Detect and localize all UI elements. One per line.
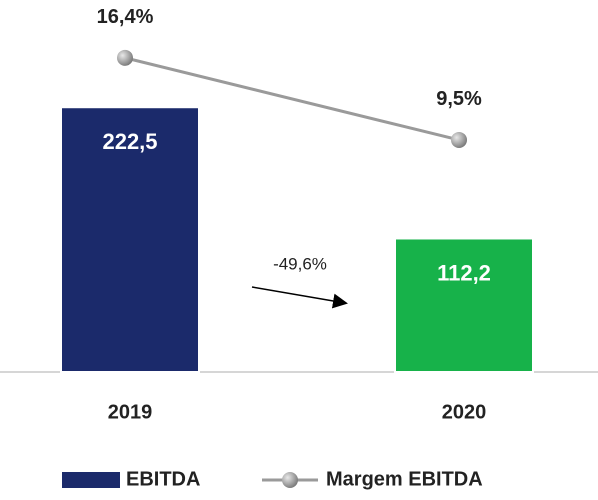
line-marker <box>117 49 133 66</box>
arrow <box>251 286 348 309</box>
annotation: -49,6% <box>273 254 327 273</box>
legend-label: Margem EBITDA <box>326 468 483 490</box>
legend-label: EBITDA <box>126 468 200 490</box>
bar <box>394 237 534 373</box>
x-tick-label: 2020 <box>442 401 487 423</box>
bar <box>60 106 200 373</box>
x-tick-label: 2019 <box>108 401 153 423</box>
line <box>124 56 460 142</box>
legend-swatch <box>62 472 120 488</box>
line-value-label: 9,5% <box>436 88 482 110</box>
bar-value-label: 222,5 <box>102 129 157 154</box>
legend-marker <box>282 472 298 488</box>
bar-value-label: 112,2 <box>437 260 491 285</box>
line-marker <box>451 131 467 148</box>
line-value-label: 16,4% <box>97 6 154 28</box>
